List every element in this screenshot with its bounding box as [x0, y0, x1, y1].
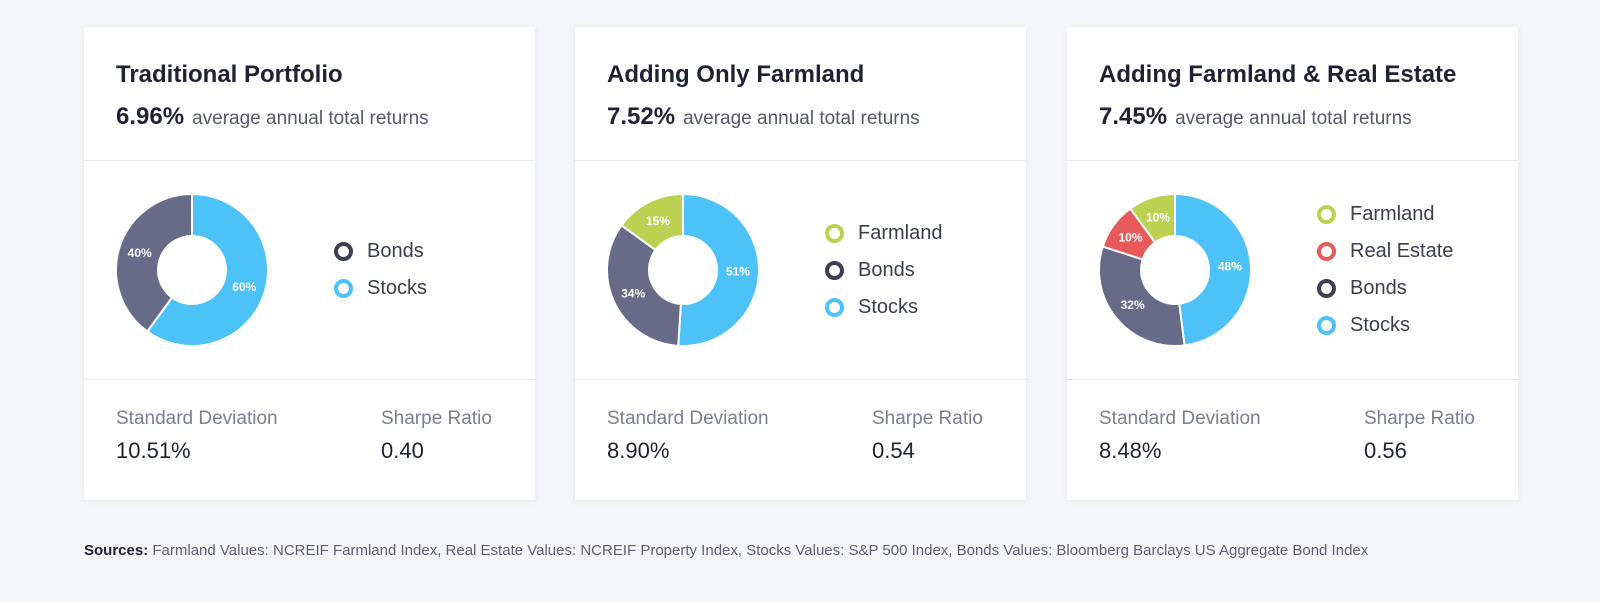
legend-marker-icon — [825, 297, 844, 317]
stat-value: 0.56 — [1364, 438, 1407, 463]
slice-label-stocks: 60% — [232, 280, 256, 294]
legend-item-farmland: Farmland — [825, 215, 942, 252]
stats-section: Standard Deviation 8.48% Sharpe Ratio 0.… — [1067, 380, 1518, 501]
legend-item-bonds: Bonds — [1317, 270, 1453, 307]
slice-label-farmland: 10% — [1146, 211, 1170, 225]
stat-sharpe-ratio: Sharpe Ratio 0.56 — [1364, 408, 1475, 464]
card-header: Traditional Portfolio 6.96% average annua… — [84, 27, 535, 161]
portfolio-card-traditional: Traditional Portfolio 6.96% average annua… — [84, 27, 535, 500]
return-label: average annual total returns — [1175, 108, 1412, 129]
legend-marker-icon — [825, 260, 844, 280]
sources-note: Sources: Farmland Values: NCREIF Farmlan… — [84, 542, 1368, 559]
stat-label: Sharpe Ratio — [872, 408, 983, 429]
legend-label: Farmland — [858, 221, 943, 244]
legend-item-stocks: Stocks — [334, 270, 427, 307]
legend-label: Stocks — [1350, 314, 1411, 336]
stat-value: 10.51% — [116, 438, 191, 463]
sources-text: Farmland Values: NCREIF Farmland Index, … — [152, 542, 1369, 559]
portfolio-cards: Traditional Portfolio 6.96% average annua… — [84, 27, 1518, 500]
legend-marker-icon — [334, 279, 353, 298]
legend-marker-icon — [825, 223, 844, 243]
legend-marker-icon — [1317, 316, 1336, 335]
return-line: 7.52% average annual total returns — [607, 103, 920, 131]
stat-value: 0.40 — [381, 438, 424, 463]
donut-slice-bonds — [1098, 245, 1186, 347]
chart-legend: Farmland Bonds Stocks — [825, 215, 942, 326]
stat-label: Standard Deviation — [607, 408, 769, 429]
legend-label: Bonds — [1350, 277, 1407, 299]
return-label: average annual total returns — [192, 108, 429, 129]
donut-chart: 51% 34% 15% — [606, 192, 760, 347]
slice-label-bonds: 32% — [1121, 298, 1145, 312]
slice-label-bonds: 40% — [128, 246, 152, 260]
card-header: Adding Farmland & Real Estate 7.45% avera… — [1067, 27, 1518, 161]
card-title: Traditional Portfolio — [116, 61, 343, 88]
stat-label: Standard Deviation — [1099, 408, 1261, 429]
stats-section: Standard Deviation 10.51% Sharpe Ratio 0… — [84, 380, 535, 501]
card-title: Adding Only Farmland — [607, 61, 865, 88]
card-title: Adding Farmland & Real Estate — [1099, 61, 1457, 88]
stat-sharpe-ratio: Sharpe Ratio 0.40 — [381, 408, 492, 464]
stat-standard-deviation: Standard Deviation 8.48% — [1099, 408, 1261, 464]
return-value: 7.52% — [607, 103, 676, 130]
donut-chart: 48% 32% 10% 10% — [1098, 192, 1252, 347]
legend-marker-icon — [1317, 279, 1336, 298]
chart-legend: Farmland Real Estate Bonds Stocks — [1317, 196, 1453, 344]
slice-label-real-estate: 10% — [1118, 231, 1142, 245]
allocation-section: 48% 32% 10% 10% Farmland Real Estate Bonds Sto… — [1067, 161, 1518, 380]
legend-item-bonds: Bonds — [334, 233, 427, 270]
slice-label-bonds: 34% — [621, 286, 645, 300]
allocation-section: 60% 40% Bonds Stocks — [84, 161, 535, 380]
stat-value: 8.48% — [1099, 438, 1162, 463]
legend-item-real-estate: Real Estate — [1317, 233, 1453, 270]
card-header: Adding Only Farmland 7.52% average annual… — [575, 27, 1026, 161]
sources-label: Sources: — [84, 542, 149, 559]
chart-legend: Bonds Stocks — [334, 233, 427, 307]
return-line: 7.45% average annual total returns — [1099, 103, 1412, 131]
slice-label-farmland: 15% — [646, 214, 670, 228]
donut-slice-farmland — [620, 192, 684, 252]
stat-label: Sharpe Ratio — [1364, 408, 1475, 429]
slice-label-stocks: 51% — [726, 265, 750, 279]
return-value: 7.45% — [1099, 103, 1168, 130]
return-value: 6.96% — [116, 103, 185, 130]
stat-label: Standard Deviation — [116, 408, 278, 429]
legend-label: Stocks — [367, 277, 428, 299]
allocation-section: 51% 34% 15% Farmland Bonds Stocks — [575, 161, 1026, 380]
legend-item-bonds: Bonds — [825, 252, 942, 289]
return-label: average annual total returns — [683, 108, 920, 129]
stat-label: Sharpe Ratio — [381, 408, 492, 429]
legend-label: Bonds — [858, 258, 915, 281]
legend-label: Farmland — [1350, 203, 1435, 225]
donut-slice-bonds — [115, 192, 193, 333]
donut-slice-stocks — [1174, 192, 1252, 347]
return-line: 6.96% average annual total returns — [116, 103, 429, 131]
stat-standard-deviation: Standard Deviation 10.51% — [116, 408, 278, 464]
portfolio-card-farmland: Adding Only Farmland 7.52% average annual… — [575, 27, 1026, 500]
donut-chart: 60% 40% — [115, 192, 269, 347]
legend-label: Stocks — [858, 295, 919, 318]
legend-marker-icon — [1317, 242, 1336, 261]
legend-item-farmland: Farmland — [1317, 196, 1453, 233]
portfolio-card-farmland-real-estate: Adding Farmland & Real Estate 7.45% avera… — [1067, 27, 1518, 500]
legend-item-stocks: Stocks — [1317, 307, 1453, 344]
stat-value: 0.54 — [872, 438, 915, 463]
donut-slice-stocks — [677, 192, 760, 347]
legend-label: Real Estate — [1350, 240, 1454, 262]
donut-slice-bonds — [606, 223, 682, 347]
slice-label-stocks: 48% — [1218, 260, 1242, 274]
stat-value: 8.90% — [607, 438, 670, 463]
donut-slice-farmland — [1128, 192, 1176, 244]
legend-marker-icon — [334, 242, 353, 261]
legend-label: Bonds — [367, 240, 424, 262]
donut-slice-stocks — [145, 192, 269, 347]
legend-marker-icon — [1317, 205, 1336, 224]
stat-sharpe-ratio: Sharpe Ratio 0.54 — [872, 408, 983, 464]
legend-item-stocks: Stocks — [825, 289, 942, 326]
stat-standard-deviation: Standard Deviation 8.90% — [607, 408, 769, 464]
stats-section: Standard Deviation 8.90% Sharpe Ratio 0.… — [575, 380, 1026, 501]
